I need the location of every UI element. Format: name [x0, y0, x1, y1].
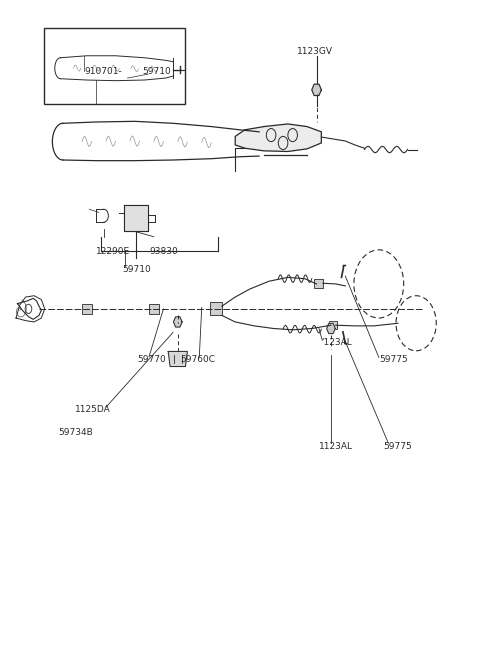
Text: 1123AL: 1123AL [319, 442, 353, 451]
Text: 59760C: 59760C [180, 355, 215, 365]
Text: 1125DA: 1125DA [75, 405, 110, 415]
Bar [44, 28, 185, 104]
Text: 910701-: 910701- [84, 67, 122, 76]
Polygon shape [326, 323, 335, 334]
Bar [210, 302, 222, 315]
Bar [149, 304, 158, 314]
Text: 12290E: 12290E [96, 246, 131, 256]
Text: 59734B: 59734B [58, 428, 93, 437]
Text: 59710: 59710 [123, 265, 152, 274]
Bar [82, 304, 92, 314]
Text: 93830: 93830 [149, 246, 178, 256]
Text: 59710: 59710 [142, 67, 170, 76]
Bar [314, 279, 323, 288]
Bar [328, 321, 337, 329]
Polygon shape [124, 205, 148, 231]
Polygon shape [235, 124, 322, 152]
Text: 59775: 59775 [379, 355, 408, 365]
Text: 59775: 59775 [384, 442, 412, 451]
Text: 1123GV: 1123GV [298, 47, 334, 57]
Polygon shape [312, 84, 322, 95]
Polygon shape [168, 351, 187, 367]
Text: '123AL: '123AL [322, 338, 352, 348]
Text: 59770: 59770 [137, 355, 166, 365]
Polygon shape [173, 317, 182, 327]
